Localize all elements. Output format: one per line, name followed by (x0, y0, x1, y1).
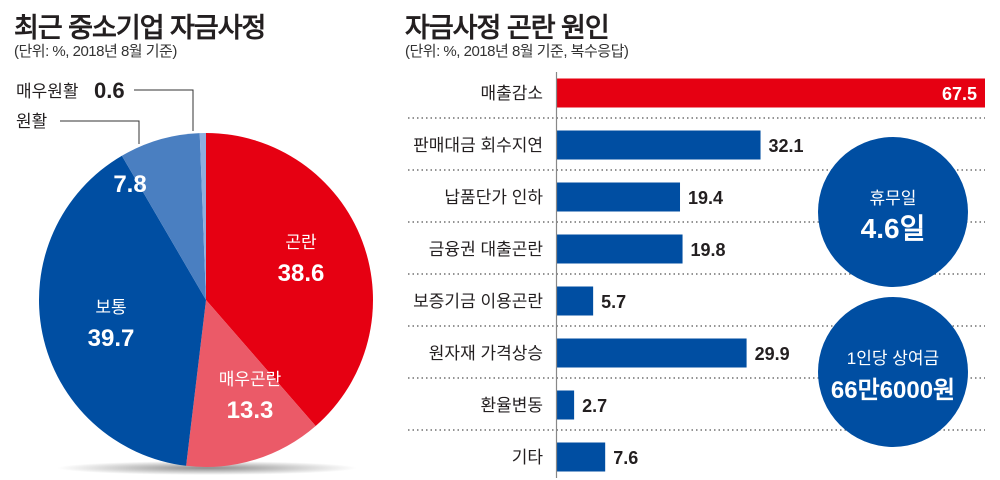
pie-chart (38, 133, 373, 467)
pie-labels: 곤란 38.6 매우곤란 13.3 보통 39.7 7.8 원활 매우원활 0.6 (16, 78, 324, 424)
annotation-circles: 휴무일 4.6일 1인당 상여금 66만6000원 (818, 137, 968, 447)
bar-chart-title: 자금사정 곤란 원인 (405, 13, 610, 43)
annotation-label-1: 1인당 상여금 (847, 349, 939, 368)
bar-value-2: 19.4 (688, 188, 723, 208)
annotation-circle-0 (818, 137, 968, 287)
pie-slice-2 (38, 155, 206, 466)
pie-slice-0 (206, 133, 373, 426)
bar-value-5: 29.9 (755, 344, 790, 364)
pie-chart-title: 최근 중소기업 자금사정 (14, 13, 266, 43)
bar-value-1: 32.1 (769, 136, 804, 156)
pie-chart-subtitle: (단위: %, 2018년 8월 기준) (14, 43, 177, 60)
pie-callout-line-4 (134, 89, 194, 131)
pie-slice-value-2: 39.7 (88, 325, 135, 352)
bar-7 (557, 442, 606, 472)
pie-slice-3 (121, 133, 206, 300)
pie-callout-value-4: 0.6 (94, 78, 125, 103)
bar-chart: 매출감소 67.5 판매대금 회수지연 32.1 납품단가 인하 19.4 금융권 대출곤란… (408, 72, 985, 478)
category-label-1: 판매대금 회수지연 (413, 136, 543, 155)
annotation-circle-1 (818, 297, 968, 447)
bar-4 (557, 286, 594, 316)
category-label-4: 보증기금 이용곤란 (413, 292, 543, 311)
pie-slice-value-3: 7.8 (113, 171, 146, 198)
bar-2 (557, 182, 681, 212)
pie-slice-label-2: 보통 (95, 298, 126, 317)
bar-value-4: 5.7 (601, 292, 626, 312)
pie-slice-label-0: 곤란 (285, 233, 317, 252)
pie-slice-label-1: 매우곤란 (219, 370, 282, 389)
pie-slice-4 (199, 133, 206, 300)
bar-value-6: 2.7 (582, 396, 607, 416)
bar-1 (557, 130, 761, 160)
bar-chart-subtitle: (단위: %, 2018년 8월 기준, 복수응답) (405, 43, 629, 60)
annotation-value-0: 4.6일 (861, 213, 926, 244)
category-label-3: 금융권 대출곤란 (429, 240, 544, 259)
pie-callout-line-3 (60, 120, 140, 144)
category-label-7: 기타 (512, 448, 544, 467)
category-label-2: 납품단가 인하 (444, 188, 543, 207)
pie-slice-value-0: 38.6 (278, 260, 325, 287)
category-label-0: 매출감소 (480, 84, 543, 103)
bar-6 (557, 390, 575, 420)
bar-5 (557, 338, 747, 368)
bar-0 (557, 78, 985, 108)
annotation-value-1: 66만6000원 (831, 377, 955, 404)
pie-callout-label-3: 원활 (16, 112, 47, 131)
pie-shadow (57, 461, 357, 475)
pie-slice-value-1: 13.3 (227, 397, 274, 424)
category-label-5: 원자재 가격상승 (429, 344, 543, 363)
pie-slice-1 (186, 300, 316, 467)
bar-value-7: 7.6 (613, 448, 638, 468)
annotation-label-0: 휴무일 (870, 189, 917, 208)
bar-value-3: 19.8 (691, 240, 726, 260)
bar-3 (557, 234, 683, 264)
bar-value-0: 67.5 (942, 84, 977, 104)
category-label-6: 환율변동 (480, 396, 543, 415)
pie-callout-label-4: 매우원활 (16, 82, 79, 101)
